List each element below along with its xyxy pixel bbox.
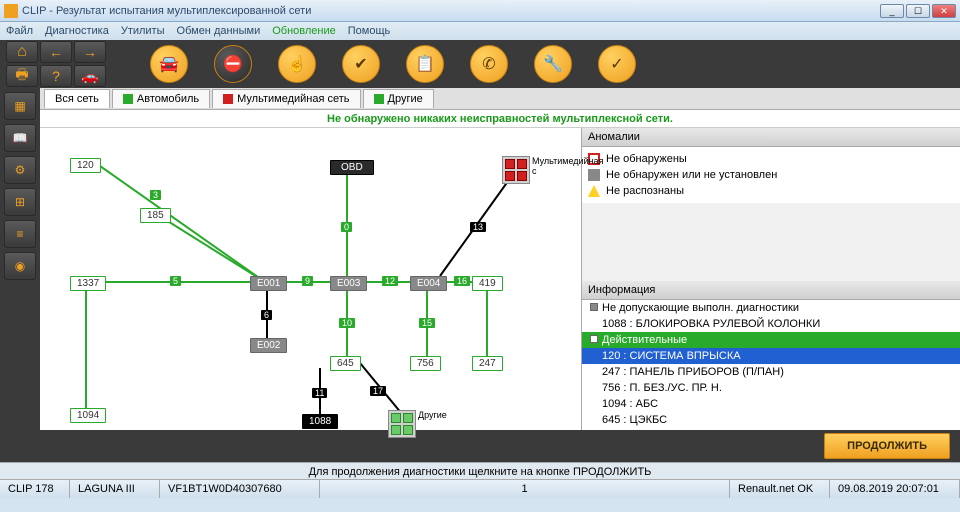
side-btn-3[interactable]: ⚙ <box>4 156 36 184</box>
anomalies-list: Не обнаружены Не обнаружен или не устано… <box>582 147 960 203</box>
app-icon <box>4 4 18 18</box>
side-btn-1[interactable]: ▦ <box>4 92 36 120</box>
side-btn-2[interactable]: 📖 <box>4 124 36 152</box>
menu-update[interactable]: Обновление <box>272 25 336 37</box>
info-item[interactable]: 756 : П. БЕЗ./УС. ПР. Н. <box>582 380 960 396</box>
edge-label: 11 <box>312 388 327 398</box>
edge-label: 15 <box>419 318 435 328</box>
anomalies-header: Аномалии <box>582 128 960 147</box>
edge-label: 10 <box>339 318 355 328</box>
statusbar: CLIP 178 LAGUNA III VF1BT1W0D40307680 1 … <box>0 480 960 498</box>
side-btn-6[interactable]: ◉ <box>4 252 36 280</box>
edge-label: 9 <box>302 276 313 286</box>
edge-label: 13 <box>470 222 486 232</box>
continue-button[interactable]: ПРОДОЛЖИТЬ <box>824 433 950 459</box>
other-label: Другие <box>418 410 447 420</box>
titlebar: CLIP - Результат испытания мультиплексир… <box>0 0 960 22</box>
node-E003[interactable]: E003 <box>330 276 367 291</box>
edge-label: 6 <box>261 310 272 320</box>
menu-help[interactable]: Помощь <box>348 25 391 37</box>
sidebar: ▦ 📖 ⚙ ⊞ ≡ ◉ <box>0 88 40 462</box>
menu-file[interactable]: Файл <box>6 25 33 37</box>
node-120[interactable]: 120 <box>70 158 101 173</box>
node-419[interactable]: 419 <box>472 276 503 291</box>
node-1337[interactable]: 1337 <box>70 276 106 291</box>
anom-warn-icon <box>588 185 600 197</box>
node-247[interactable]: 247 <box>472 356 503 371</box>
node-OBD[interactable]: OBD <box>330 160 374 175</box>
menu-diagnostics[interactable]: Диагностика <box>45 25 109 37</box>
forward-button[interactable]: → <box>74 41 106 63</box>
network-diagram[interactable]: 3 5 9 12 16 0 6 10 15 11 17 13 120 185 OBD 1337 E001 E003… <box>40 128 582 430</box>
info-item[interactable]: 120 : СИСТЕМА ВПРЫСКА <box>582 348 960 364</box>
status-page: 1 <box>320 480 730 498</box>
status-time: 09.08.2019 20:07:01 <box>830 480 960 498</box>
status-message: Не обнаружено никаких неисправностей мул… <box>40 110 960 128</box>
tabs: Вся сеть Автомобиль Мультимедийная сеть … <box>40 88 960 110</box>
edge-label: 5 <box>170 276 181 286</box>
info-item[interactable]: 1088 : БЛОКИРОВКА РУЛЕВОЙ КОЛОНКИ <box>582 316 960 332</box>
side-btn-4[interactable]: ⊞ <box>4 188 36 216</box>
toolbar: ⌂ ← → 🖶 ? 🚗 🚘 ⛔ ☝ ✔ 📋 ✆ 🔧 ✓ <box>0 40 960 88</box>
node-185[interactable]: 185 <box>140 208 171 223</box>
circ-gearbox-icon[interactable]: ⛔ <box>214 45 252 83</box>
menu-utilities[interactable]: Утилиты <box>121 25 165 37</box>
node-E001[interactable]: E001 <box>250 276 287 291</box>
circ-phone-icon[interactable]: ✆ <box>470 45 508 83</box>
circ-check-icon[interactable]: ✔ <box>342 45 380 83</box>
status-version: CLIP 178 <box>0 480 70 498</box>
status-net: Renault.net OK <box>730 480 830 498</box>
tab-other[interactable]: Другие <box>363 89 434 108</box>
hint-bar: Для продолжения диагностики щелкните на … <box>0 462 960 480</box>
node-E002[interactable]: E002 <box>250 338 287 353</box>
node-645[interactable]: 645 <box>330 356 361 371</box>
circ-car-icon[interactable]: 🚘 <box>150 45 188 83</box>
info-header: Информация <box>582 281 960 300</box>
status-model: LAGUNA III <box>70 480 160 498</box>
menubar: Файл Диагностика Утилиты Обмен данными О… <box>0 22 960 40</box>
node-756[interactable]: 756 <box>410 356 441 371</box>
edge-label: 12 <box>382 276 398 286</box>
info-item[interactable]: 645 : ЦЭКБС <box>582 412 960 428</box>
info-item[interactable]: 1094 : АБС <box>582 396 960 412</box>
help-button[interactable]: ? <box>40 65 72 87</box>
node-1088[interactable]: 1088 <box>302 414 338 429</box>
info-nodiag-header[interactable]: Не допускающие выполн. диагностики <box>582 300 960 316</box>
minimize-button[interactable]: _ <box>880 4 904 18</box>
status-vin: VF1BT1W0D40307680 <box>160 480 320 498</box>
info-valid-header[interactable]: Действительные <box>582 332 960 348</box>
multimedia-cluster-icon[interactable] <box>502 156 530 184</box>
info-item[interactable]: 247 : ПАНЕЛЬ ПРИБОРОВ (П/ПАН) <box>582 364 960 380</box>
other-cluster-icon[interactable] <box>388 410 416 438</box>
node-E004[interactable]: E004 <box>410 276 447 291</box>
circ-carcheck-icon[interactable]: ✓ <box>598 45 636 83</box>
close-button[interactable]: ✕ <box>932 4 956 18</box>
info-list[interactable]: Не допускающие выполн. диагностики1088 :… <box>582 300 960 430</box>
edge-label: 17 <box>370 386 386 396</box>
edge-label: 0 <box>341 222 352 232</box>
window-title: CLIP - Результат испытания мультиплексир… <box>22 5 880 17</box>
print-button[interactable]: 🖶 <box>6 65 38 87</box>
multimedia-label: Мультимедийная с <box>532 156 603 176</box>
home-button[interactable]: ⌂ <box>6 41 38 63</box>
node-1094[interactable]: 1094 <box>70 408 106 423</box>
back-button[interactable]: ← <box>40 41 72 63</box>
tab-car[interactable]: Автомобиль <box>112 89 210 108</box>
tab-all[interactable]: Вся сеть <box>44 89 110 108</box>
edge-label: 3 <box>150 190 161 200</box>
circ-touch-icon[interactable]: ☝ <box>278 45 316 83</box>
circ-wrench-icon[interactable]: 🔧 <box>534 45 572 83</box>
tab-multimedia[interactable]: Мультимедийная сеть <box>212 89 360 108</box>
menu-exchange[interactable]: Обмен данными <box>177 25 261 37</box>
edge-label: 16 <box>454 276 470 286</box>
side-btn-5[interactable]: ≡ <box>4 220 36 248</box>
vehicle-button[interactable]: 🚗 <box>74 65 106 87</box>
circ-scan-icon[interactable]: 📋 <box>406 45 444 83</box>
maximize-button[interactable]: ☐ <box>906 4 930 18</box>
